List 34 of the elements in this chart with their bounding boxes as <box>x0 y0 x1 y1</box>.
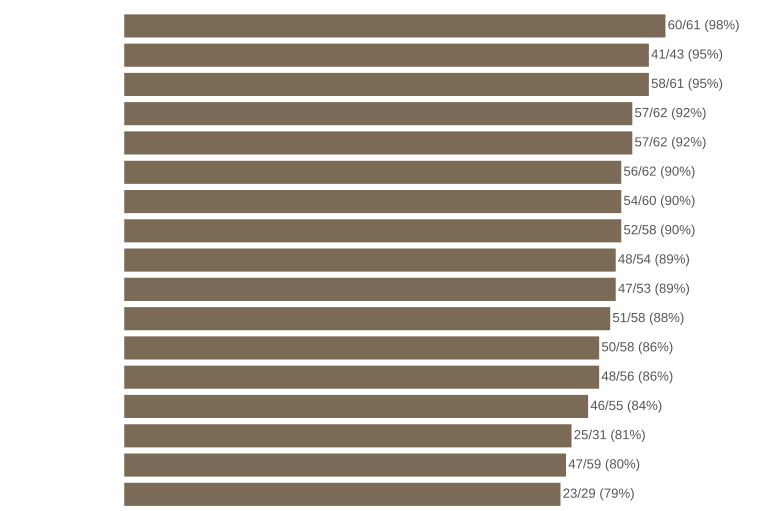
data-label: 47/59 (80%) <box>568 458 640 472</box>
data-label: 51/58 (88%) <box>612 312 684 325</box>
data-label: 58/61 (95%) <box>652 78 722 91</box>
data-label: 23/29 (79%) <box>563 488 634 500</box>
data-label: 46/55 (84%) <box>590 400 662 413</box>
bar <box>124 278 616 301</box>
bar <box>124 453 566 477</box>
bar <box>124 366 600 389</box>
bar <box>124 424 572 448</box>
data-label: 41/43 (95%) <box>651 49 722 62</box>
data-label: 54/60 (90%) <box>624 195 695 208</box>
bar <box>124 44 649 67</box>
data-label: 56/62 (90%) <box>624 166 695 178</box>
bar <box>124 219 622 242</box>
data-label: 48/54 (89%) <box>618 254 689 266</box>
bar <box>124 102 632 126</box>
data-label: 60/61 (98%) <box>668 20 739 32</box>
bar <box>124 160 622 184</box>
data-label: 57/62 (92%) <box>635 108 706 120</box>
data-label: 50/58 (86%) <box>602 342 672 354</box>
bar <box>124 307 610 330</box>
data-label: 57/62 (92%) <box>635 136 706 150</box>
data-label: 52/58 (90%) <box>624 224 695 237</box>
bar <box>124 190 622 214</box>
bar <box>124 394 588 418</box>
data-label: 48/56 (86%) <box>602 371 672 384</box>
bar <box>124 336 600 360</box>
bar <box>124 248 616 272</box>
data-label: 47/53 (89%) <box>618 283 689 296</box>
bar <box>124 131 632 155</box>
bar <box>124 72 649 96</box>
bar <box>124 482 560 506</box>
bar <box>124 14 666 38</box>
data-label: 25/31 (81%) <box>574 430 645 442</box>
